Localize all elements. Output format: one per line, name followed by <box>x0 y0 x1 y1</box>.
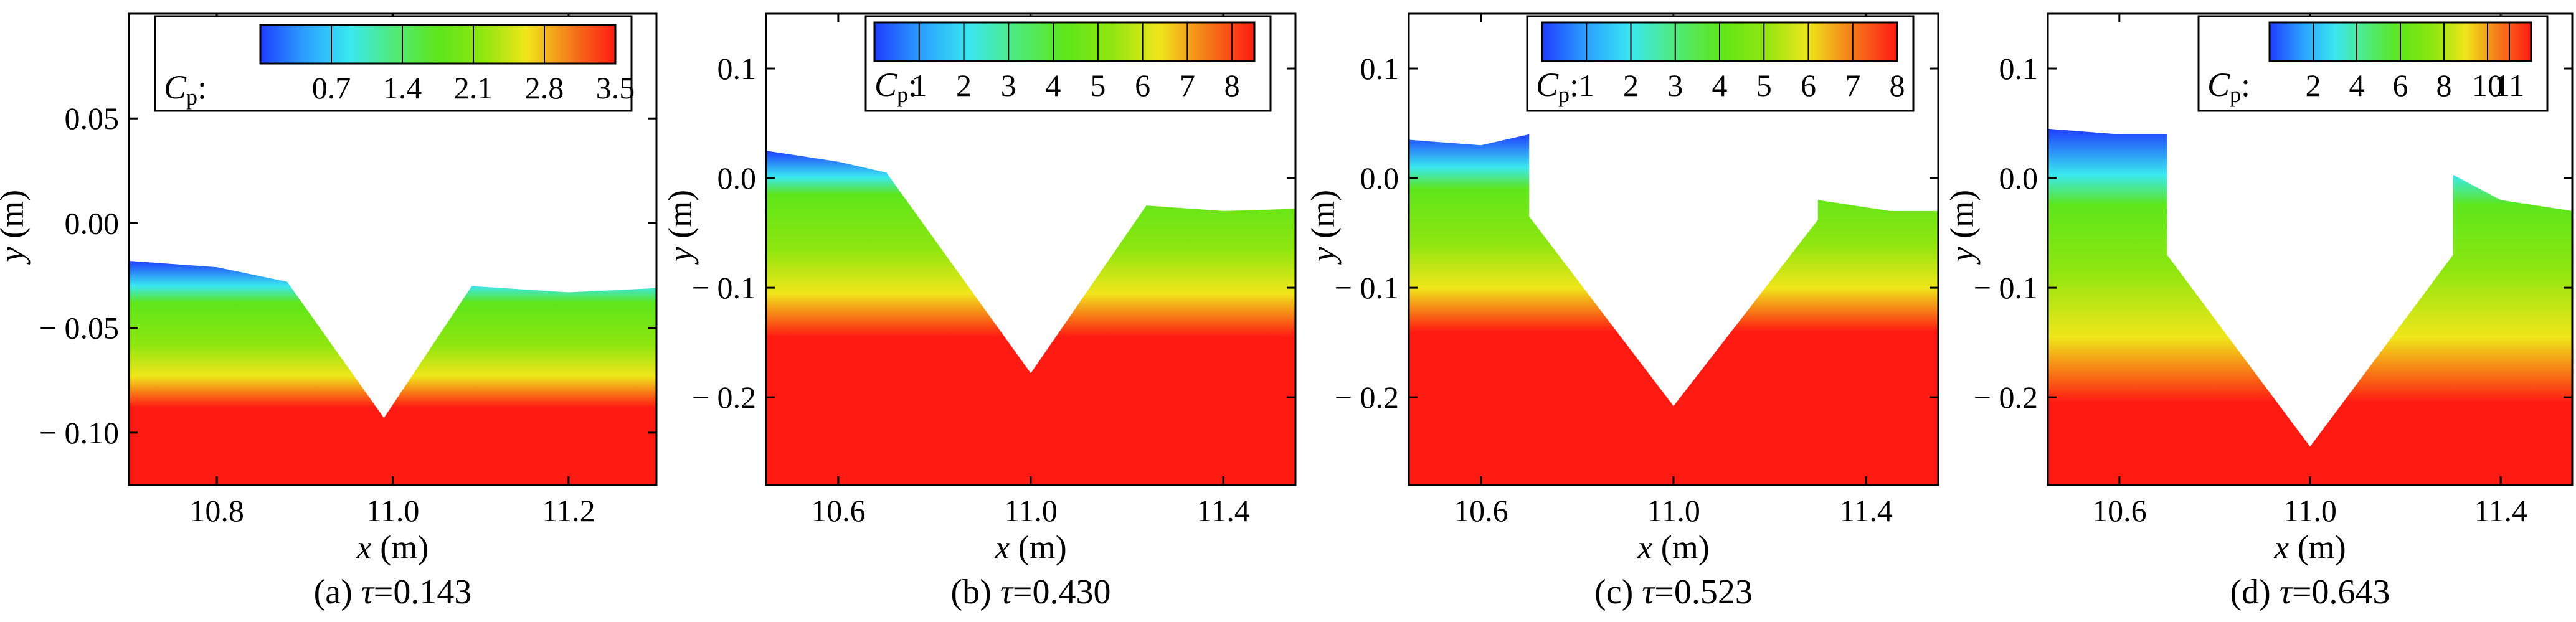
y-tick-label: − 0.1 <box>692 270 756 305</box>
pressure-field <box>1409 134 1938 485</box>
y-tick-label: 0.1 <box>1999 51 2039 86</box>
colorbar-tick-label: 7 <box>1845 68 1860 103</box>
x-tick-label: 11.0 <box>2283 493 2337 528</box>
x-tick-label: 11.2 <box>542 493 595 528</box>
colorbar-tick-label: 2.1 <box>454 70 493 105</box>
y-tick-label: 0.1 <box>717 51 757 86</box>
panel-caption: (b) τ=0.430 <box>951 573 1111 611</box>
x-tick-label: 11.4 <box>1196 493 1250 528</box>
y-tick-label: 0.1 <box>1360 51 1399 86</box>
panel-a: 10.8 11.0 11.2 0.05 0.00 − 0.05 − 0.10 x (m) y (… <box>0 12 658 611</box>
pressure-field <box>129 261 656 485</box>
x-tick-label: 11.4 <box>2474 493 2527 528</box>
colorbar-title: Cp: <box>2207 66 2250 107</box>
y-tick-label: 0.0 <box>1360 161 1399 196</box>
colorbar-tick-label: 7 <box>1180 68 1195 103</box>
colorbar-tick-label: 2 <box>2306 68 2321 103</box>
x-tick-label: 11.4 <box>1839 493 1893 528</box>
colorbar-tick-label: 2 <box>956 68 972 103</box>
panel-d: 10.6 11.0 11.4 0.1 0.0 − 0.1 − 0.2 x (m) y (m) (d… <box>1943 12 2574 611</box>
x-axis-label: x (m) <box>2273 529 2346 566</box>
panel-c: 10.6 11.0 11.4 0.1 0.0 − 0.1 − 0.2 x (m) y (m) (c… <box>1304 12 1939 611</box>
y-tick-label: 0.05 <box>65 101 120 136</box>
y-tick-label: − 0.1 <box>1974 270 2038 305</box>
x-axis-label: x (m) <box>356 529 429 566</box>
y-tick-label: − 0.2 <box>692 380 756 415</box>
colorbar-title: Cp: <box>874 66 917 107</box>
x-tick-label: 10.6 <box>1454 493 1508 528</box>
x-tick-label: 10.6 <box>2092 493 2147 528</box>
colorbar-bar <box>873 21 1256 62</box>
y-tick-label: − 0.05 <box>39 311 119 346</box>
panel-caption: (d) τ=0.643 <box>2230 573 2390 611</box>
colorbar: 1 2 3 4 5 6 7 8 Cp: <box>1526 15 1915 112</box>
colorbar: 0.7 1.4 2.1 2.8 3.5 Cp: <box>154 15 635 112</box>
y-tick-label: − 0.1 <box>1335 270 1399 305</box>
y-tick-label: − 0.2 <box>1974 380 2038 415</box>
pressure-field <box>2048 128 2572 486</box>
y-axis-label: y (m) <box>1943 190 1981 265</box>
colorbar-tick-label: 6 <box>2393 68 2408 103</box>
colorbar-tick-label: 3.5 <box>596 70 635 105</box>
x-axis-label: x (m) <box>994 529 1066 566</box>
y-tick-label: − 0.10 <box>39 415 119 450</box>
panel-caption: (c) τ=0.523 <box>1594 573 1753 611</box>
y-axis-label: y (m) <box>1304 190 1342 265</box>
x-axis-label: x (m) <box>1637 529 1709 566</box>
colorbar: 1 2 3 4 5 6 7 8 Cp: <box>864 15 1272 112</box>
colorbar-tick-label: 5 <box>1090 68 1106 103</box>
colorbar-tick-label: 3 <box>1001 68 1016 103</box>
panel-caption: (a) τ=0.143 <box>314 573 472 611</box>
colorbar-tick-label: 4 <box>1712 68 1728 103</box>
x-tick-label: 10.6 <box>811 493 866 528</box>
colorbar-tick-label: 6 <box>1801 68 1816 103</box>
colorbar-tick-label: 2.8 <box>525 70 564 105</box>
y-tick-label: 0.0 <box>1999 161 2039 196</box>
colorbar-tick-label: 6 <box>1135 68 1150 103</box>
x-tick-label: 10.8 <box>189 493 244 528</box>
colorbar-title: Cp: <box>1536 66 1579 107</box>
colorbar-tick-label: 2 <box>1623 68 1639 103</box>
x-tick-label: 11.0 <box>1004 493 1058 528</box>
x-tick-label: 11.0 <box>1647 493 1700 528</box>
colorbar-tick-label: 1 <box>1579 68 1594 103</box>
y-tick-label: − 0.2 <box>1335 380 1399 415</box>
x-tick-label: 11.0 <box>366 493 420 528</box>
colorbar-tick-label: 10 <box>2472 68 2503 103</box>
y-tick-label: 0.0 <box>717 161 757 196</box>
colorbar-tick-label: 8 <box>1224 68 1240 103</box>
colorbar-tick-label: 0.7 <box>312 70 351 105</box>
colorbar-tick-label: 8 <box>2436 68 2452 103</box>
colorbar-tick-label: 1 <box>911 68 927 103</box>
y-tick-label: 0.00 <box>65 205 120 240</box>
y-axis-label: y (m) <box>0 190 31 265</box>
colorbar-tick-label: 4 <box>1046 68 1061 103</box>
colorbar-tick-label: 11 <box>2494 68 2524 103</box>
colorbar-tick-label: 8 <box>1890 68 1905 103</box>
y-axis-label: y (m) <box>661 190 699 265</box>
colorbar-bar <box>259 24 617 65</box>
pressure-field <box>766 151 1295 486</box>
colorbar-tick-label: 1.4 <box>383 70 422 105</box>
colorbar-tick-label: 3 <box>1667 68 1683 103</box>
colorbar-tick-label: 5 <box>1756 68 1772 103</box>
colorbar-tick-label: 4 <box>2349 68 2365 103</box>
panel-b: 10.6 11.0 11.4 0.1 0.0 − 0.1 − 0.2 x (m) y (m) (b… <box>661 12 1297 611</box>
colorbar-title: Cp: <box>164 68 207 110</box>
